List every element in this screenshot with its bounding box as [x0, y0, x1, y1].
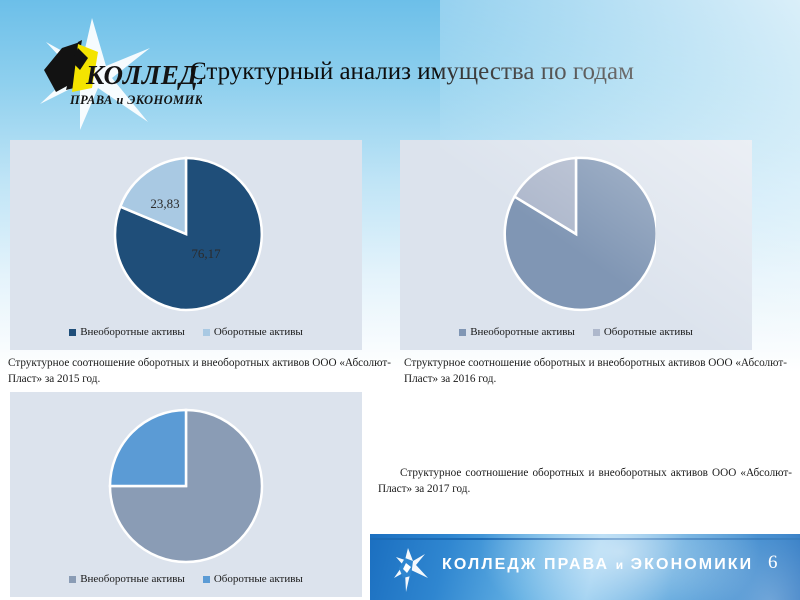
legend-item-current: Оборотные активы [202, 573, 303, 585]
slide-number: 6 [768, 552, 778, 573]
pie-chart-2017-graphic [108, 408, 264, 564]
caption-2016: Структурное соотношение оборотных и внео… [404, 357, 787, 385]
legend-swatch-icon-current [202, 575, 210, 583]
legend-label-current: Оборотные активы [603, 326, 693, 338]
caption-2017: Структурное соотношение оборотных и внео… [378, 467, 792, 495]
legend-swatch-icon-current [202, 328, 210, 336]
college-logo: КОЛЛЕДЖ ПРАВА и ЭКОНОМИКИ [22, 18, 202, 130]
legend-label-non-current: Внеоборотные активы [80, 573, 185, 585]
chart-panel-2016: Внеоборотные активы Оборотные активы [400, 140, 752, 350]
legend-item-non-current: Внеоборотные активы [69, 326, 185, 338]
pie-chart-2016-graphic [503, 156, 656, 312]
legend-swatch-icon-non-current [459, 328, 467, 336]
chart-panel-2015: 23,83 76,17 Внеоборотные активы Оборотны… [10, 140, 362, 350]
legend-2016: Внеоборотные активы Оборотные активы [400, 326, 752, 338]
legend-item-non-current: Внеоборотные активы [459, 326, 575, 338]
footer-title-part1: КОЛЛЕДЖ ПРАВА [442, 556, 610, 573]
page-title: Структурный анализ имущества по годам [190, 58, 634, 85]
pie-chart-2017 [10, 406, 362, 566]
pie-label-non-current-2015: 76,17 [191, 246, 221, 261]
caption-2015: Структурное соотношение оборотных и внео… [8, 357, 391, 385]
legend-2017: Внеоборотные активы Оборотные активы [10, 573, 362, 585]
pie-slice-non-current [503, 156, 656, 312]
legend-swatch-icon-current [592, 328, 600, 336]
pie-chart-2015: 23,83 76,17 [10, 154, 362, 314]
pie-label-current-2015: 23,83 [150, 196, 179, 211]
footer-logo-nib-inner [403, 563, 411, 573]
legend-label-current: Оборотные активы [213, 326, 303, 338]
pie-chart-2015-graphic: 23,83 76,17 [113, 156, 264, 312]
logo-star-shape [40, 18, 150, 130]
chart-panel-2017: Внеоборотные активы Оборотные активы [10, 392, 362, 597]
pie-slice-current [512, 156, 578, 237]
pie-slice-current [118, 156, 188, 236]
logo-nib-inner [72, 48, 88, 70]
logo-main-text: КОЛЛЕДЖ [85, 60, 202, 90]
footer-title-and: и [615, 558, 625, 572]
footer-title-part2: ЭКОНОМИКИ [630, 556, 754, 573]
legend-swatch-icon-non-current [69, 328, 77, 336]
legend-label-current: Оборотные активы [213, 573, 303, 585]
footer-title: КОЛЛЕДЖ ПРАВА и ЭКОНОМИКИ [442, 556, 753, 574]
pie-slice-current [108, 408, 188, 488]
footer-light-wash [370, 534, 800, 600]
legend-swatch-icon-non-current [69, 575, 77, 583]
legend-item-non-current: Внеоборотные активы [69, 573, 185, 585]
pie-slice-non-current [108, 408, 264, 564]
logo-sub-text: ПРАВА и ЭКОНОМИКИ [69, 93, 202, 107]
legend-label-non-current: Внеоборотные активы [470, 326, 575, 338]
footer-banner: КОЛЛЕДЖ ПРАВА и ЭКОНОМИКИ 6 [370, 534, 800, 600]
legend-item-current: Оборотные активы [592, 326, 693, 338]
pie-chart-2016 [400, 154, 752, 314]
legend-item-current: Оборотные активы [202, 326, 303, 338]
pie-slice-non-current [113, 156, 264, 312]
legend-2015: Внеоборотные активы Оборотные активы [10, 326, 362, 338]
college-logo-graphic: КОЛЛЕДЖ ПРАВА и ЭКОНОМИКИ [40, 18, 202, 130]
legend-label-non-current: Внеоборотные активы [80, 326, 185, 338]
footer-logo-icon [394, 548, 428, 592]
